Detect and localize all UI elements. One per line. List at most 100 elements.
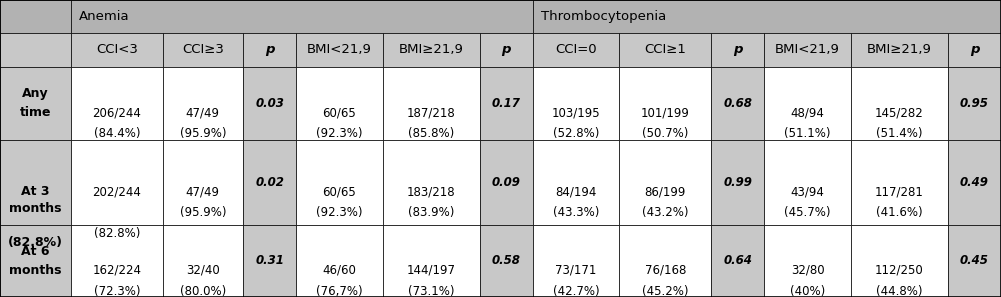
Bar: [71, 33, 163, 67]
Bar: [533, 140, 620, 225]
Bar: [243, 225, 296, 297]
Text: 0.64: 0.64: [724, 254, 752, 267]
Text: 0.58: 0.58: [491, 254, 521, 267]
Text: At 6
months: At 6 months: [9, 245, 62, 277]
Text: 86/199
(43.2%): 86/199 (43.2%): [642, 185, 689, 219]
Bar: [533, 225, 620, 297]
Bar: [765, 140, 851, 225]
Text: p: p: [733, 43, 743, 56]
Text: 117/281
(41.6%): 117/281 (41.6%): [875, 185, 924, 219]
Bar: [620, 140, 711, 225]
Bar: [533, 67, 620, 140]
Bar: [243, 33, 296, 67]
Text: p: p: [970, 43, 979, 56]
Text: 144/197
(73.1%): 144/197 (73.1%): [406, 264, 455, 297]
Text: 0.49: 0.49: [960, 176, 989, 189]
Bar: [851, 33, 948, 67]
Bar: [0, 140, 71, 225]
Text: 112/250
(44.8%): 112/250 (44.8%): [875, 264, 924, 297]
Bar: [533, 0, 1001, 33]
Text: 202/244

(82.8%): 202/244 (82.8%): [92, 185, 141, 240]
Text: CCI≥3: CCI≥3: [182, 43, 224, 56]
Bar: [243, 67, 296, 140]
Bar: [382, 225, 479, 297]
Bar: [948, 67, 1001, 140]
Text: Thrombocytopenia: Thrombocytopenia: [541, 10, 666, 23]
Bar: [162, 67, 243, 140]
Bar: [0, 33, 71, 67]
Text: Any
time: Any time: [20, 87, 51, 119]
Bar: [948, 225, 1001, 297]
Bar: [296, 140, 382, 225]
Bar: [851, 140, 948, 225]
Text: 32/40
(80.0%): 32/40 (80.0%): [180, 264, 226, 297]
Text: 84/194
(43.3%): 84/194 (43.3%): [553, 185, 600, 219]
Text: 32/80
(40%): 32/80 (40%): [790, 264, 825, 297]
Bar: [296, 33, 382, 67]
Bar: [71, 0, 533, 33]
Text: 103/195
(52.8%): 103/195 (52.8%): [552, 106, 601, 140]
Text: 0.09: 0.09: [491, 176, 521, 189]
Bar: [243, 140, 296, 225]
Text: 145/282
(51.4%): 145/282 (51.4%): [875, 106, 924, 140]
Text: 183/218
(83.9%): 183/218 (83.9%): [406, 185, 455, 219]
Bar: [71, 140, 163, 225]
Text: 187/218
(85.8%): 187/218 (85.8%): [406, 106, 455, 140]
Bar: [479, 67, 533, 140]
Bar: [851, 67, 948, 140]
Bar: [0, 0, 71, 33]
Bar: [382, 67, 479, 140]
Text: 47/49
(95.9%): 47/49 (95.9%): [179, 185, 226, 219]
Bar: [851, 225, 948, 297]
Text: 0.03: 0.03: [255, 97, 284, 110]
Text: 162/224
(72.3%): 162/224 (72.3%): [92, 264, 141, 297]
Text: Anemia: Anemia: [79, 10, 129, 23]
Bar: [296, 225, 382, 297]
Text: 0.17: 0.17: [491, 97, 521, 110]
Text: 60/65
(92.3%): 60/65 (92.3%): [316, 185, 362, 219]
Text: 46/60
(76,7%): 46/60 (76,7%): [316, 264, 362, 297]
Bar: [765, 67, 851, 140]
Text: CCI≥1: CCI≥1: [645, 43, 686, 56]
Bar: [162, 33, 243, 67]
Bar: [162, 225, 243, 297]
Text: p: p: [502, 43, 511, 56]
Text: At 3
months

(82.8%): At 3 months (82.8%): [8, 185, 63, 249]
Bar: [382, 140, 479, 225]
Text: 43/94
(45.7%): 43/94 (45.7%): [785, 185, 831, 219]
Text: p: p: [265, 43, 274, 56]
Bar: [479, 225, 533, 297]
Text: BMI<21,9: BMI<21,9: [307, 43, 371, 56]
Text: 0.02: 0.02: [255, 176, 284, 189]
Bar: [711, 225, 765, 297]
Bar: [479, 140, 533, 225]
Text: BMI≥21,9: BMI≥21,9: [398, 43, 463, 56]
Text: 0.68: 0.68: [724, 97, 752, 110]
Text: 0.99: 0.99: [724, 176, 752, 189]
Text: BMI<21,9: BMI<21,9: [775, 43, 840, 56]
Bar: [765, 33, 851, 67]
Bar: [765, 225, 851, 297]
Bar: [948, 140, 1001, 225]
Bar: [620, 67, 711, 140]
Bar: [948, 33, 1001, 67]
Bar: [533, 33, 620, 67]
Text: 48/94
(51.1%): 48/94 (51.1%): [785, 106, 831, 140]
Text: 0.95: 0.95: [960, 97, 989, 110]
Text: 76/168
(45.2%): 76/168 (45.2%): [642, 264, 689, 297]
Text: CCI<3: CCI<3: [96, 43, 138, 56]
Bar: [0, 67, 71, 140]
Text: 206/244
(84.4%): 206/244 (84.4%): [92, 106, 141, 140]
Text: 0.45: 0.45: [960, 254, 989, 267]
Text: 73/171
(42.7%): 73/171 (42.7%): [553, 264, 600, 297]
Bar: [382, 33, 479, 67]
Bar: [479, 33, 533, 67]
Bar: [71, 67, 163, 140]
Text: CCI=0: CCI=0: [556, 43, 597, 56]
Bar: [71, 225, 163, 297]
Bar: [620, 33, 711, 67]
Text: 47/49
(95.9%): 47/49 (95.9%): [179, 106, 226, 140]
Bar: [162, 140, 243, 225]
Bar: [296, 67, 382, 140]
Bar: [711, 33, 765, 67]
